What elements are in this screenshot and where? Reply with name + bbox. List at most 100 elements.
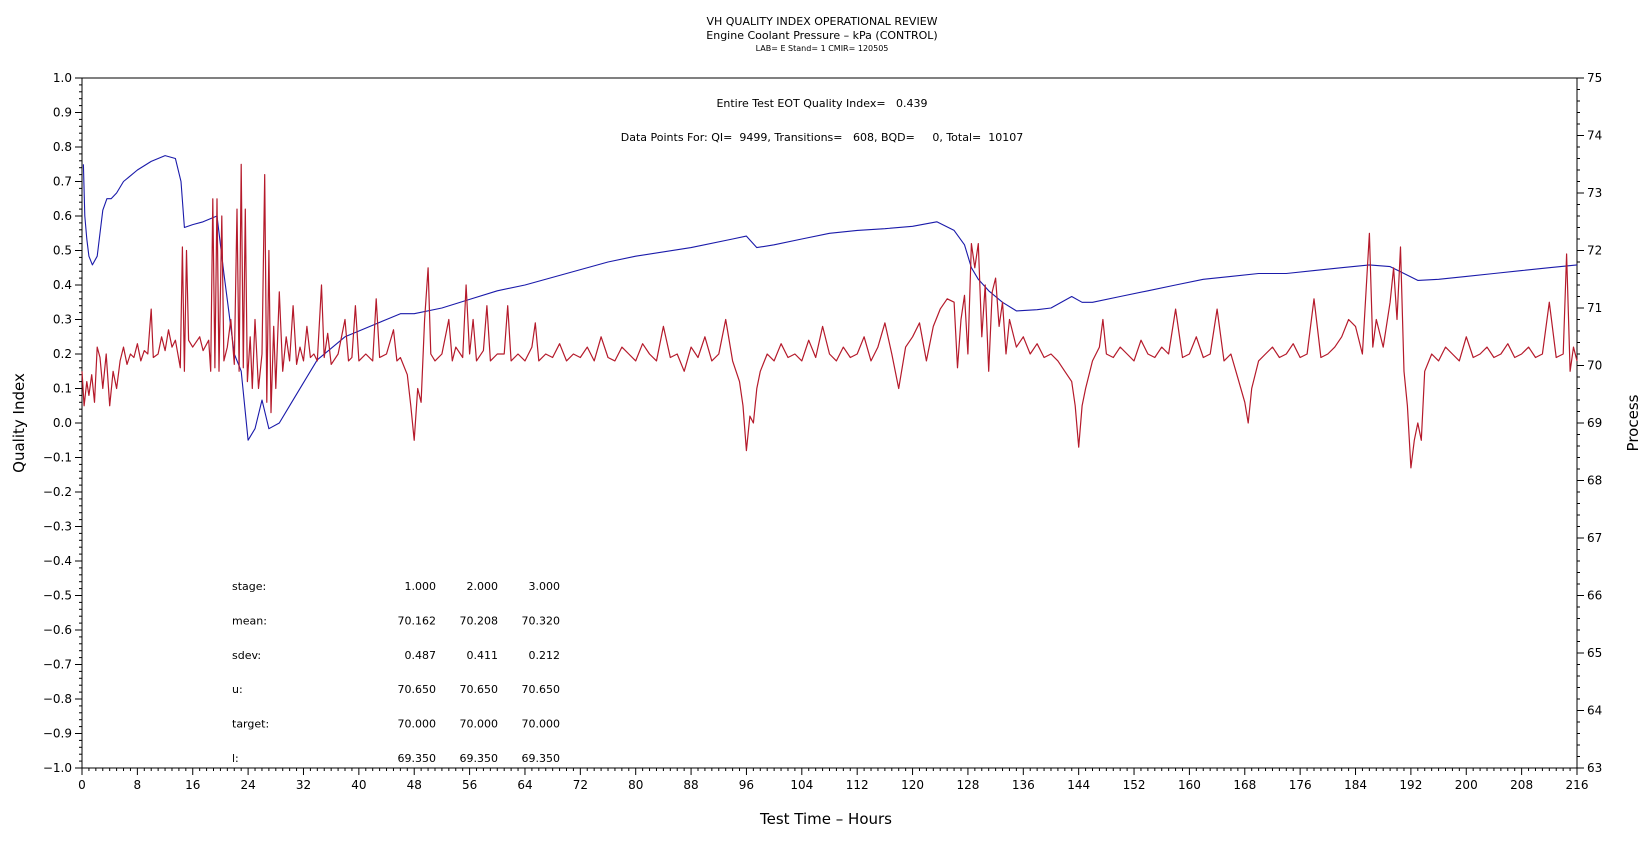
x-tick-label: 96: [739, 778, 754, 792]
y2-tick-label: 73: [1587, 186, 1602, 200]
y-tick-label: −0.5: [43, 589, 72, 603]
y2-tick-label: 65: [1587, 646, 1602, 660]
x-tick-label: 216: [1566, 778, 1589, 792]
y-axis-label: Quality Index: [10, 373, 28, 473]
y-axis-right: 63 64 65 66 67 68 69 70 71 72 73 74 75: [1577, 71, 1602, 775]
y-tick-label: −0.1: [43, 451, 72, 465]
x-tick-label: 208: [1510, 778, 1533, 792]
chart-title: VH QUALITY INDEX OPERATIONAL REVIEW: [706, 15, 937, 28]
y2-tick-label: 74: [1587, 129, 1602, 143]
x-tick-label: 80: [628, 778, 643, 792]
y-tick-label: −1.0: [43, 761, 72, 775]
stat-value: 70.320: [522, 614, 561, 627]
stat-value: 69.350: [398, 752, 437, 765]
x-tick-label: 184: [1344, 778, 1367, 792]
x-tick-label: 32: [296, 778, 311, 792]
y2-tick-label: 69: [1587, 416, 1602, 430]
x-tick-label: 48: [407, 778, 422, 792]
x-tick-label: 112: [846, 778, 869, 792]
stat-row-label: u:: [232, 683, 243, 696]
x-tick-label: 88: [683, 778, 698, 792]
y2-tick-label: 68: [1587, 474, 1602, 488]
x-tick-label: 160: [1178, 778, 1201, 792]
stat-value: 3.000: [529, 580, 561, 593]
y2-tick-label: 64: [1587, 704, 1602, 718]
y-tick-label: 0.0: [53, 416, 72, 430]
y-tick-label: 0.4: [53, 278, 72, 292]
y-axis-left: −1.0 −0.9 −0.8 −0.7 −0.6 −0.5 −0.4 −0.3 −0.2 −0.1…: [43, 71, 82, 775]
stat-value: 69.350: [460, 752, 499, 765]
y-tick-label: −0.9: [43, 727, 72, 741]
stats-table: stage: 1.000 2.000 3.000 mean: 70.162 70.208 70…: [232, 580, 560, 765]
stat-value: 0.411: [467, 649, 499, 662]
annotation-eot-quality-index: Entire Test EOT Quality Index= 0.439: [716, 97, 927, 110]
stat-value: 0.487: [405, 649, 437, 662]
x-axis-label: Test Time – Hours: [759, 810, 892, 828]
stat-row-label: sdev:: [232, 649, 261, 662]
stat-value: 70.650: [522, 683, 561, 696]
y2-axis-label: Process: [1624, 394, 1642, 451]
x-tick-label: 24: [240, 778, 255, 792]
y-tick-label: 0.6: [53, 209, 72, 223]
x-tick-label: 8: [134, 778, 142, 792]
x-tick-label: 40: [351, 778, 366, 792]
x-tick-label: 72: [573, 778, 588, 792]
y2-tick-label: 66: [1587, 589, 1602, 603]
y2-tick-label: 70: [1587, 359, 1602, 373]
y2-tick-label: 67: [1587, 531, 1602, 545]
process-line: [82, 155, 1578, 441]
stat-row-label: mean:: [232, 614, 267, 627]
y-tick-label: −0.3: [43, 520, 72, 534]
x-tick-label: 0: [78, 778, 86, 792]
y-tick-label: −0.6: [43, 623, 72, 637]
y-tick-label: −0.8: [43, 692, 72, 706]
x-axis: 0 8 16 24 32 40 48 56 64 72 80 88 96 104 112 120 128 136 1…: [78, 768, 1588, 792]
stat-value: 70.208: [460, 614, 499, 627]
stat-row-label: stage:: [232, 580, 266, 593]
y-tick-label: 0.9: [53, 106, 72, 120]
chart-subtitle-lab: LAB= E Stand= 1 CMIR= 120505: [756, 44, 889, 53]
x-tick-label: 16: [185, 778, 200, 792]
stat-value: 2.000: [467, 580, 499, 593]
y2-tick-label: 72: [1587, 244, 1602, 258]
y-tick-label: 0.2: [53, 347, 72, 361]
stat-value: 70.000: [522, 718, 561, 731]
stat-value: 70.000: [460, 718, 499, 731]
x-tick-label: 56: [462, 778, 477, 792]
x-tick-label: 120: [901, 778, 924, 792]
y-tick-label: −0.4: [43, 554, 72, 568]
x-tick-label: 168: [1233, 778, 1256, 792]
y-tick-label: 0.7: [53, 175, 72, 189]
stat-value: 0.212: [529, 649, 561, 662]
stat-value: 70.000: [398, 718, 437, 731]
x-tick-label: 144: [1067, 778, 1090, 792]
chart-subtitle: Engine Coolant Pressure – kPa (CONTROL): [706, 29, 937, 42]
x-tick-label: 192: [1399, 778, 1422, 792]
x-tick-label: 200: [1455, 778, 1478, 792]
stat-row-label: l:: [232, 752, 239, 765]
stat-value: 70.650: [398, 683, 437, 696]
y2-tick-label: 63: [1587, 761, 1602, 775]
stat-value: 70.162: [398, 614, 437, 627]
y-tick-label: 0.1: [53, 382, 72, 396]
x-tick-label: 128: [956, 778, 979, 792]
y2-tick-label: 71: [1587, 301, 1602, 315]
x-tick-label: 176: [1289, 778, 1312, 792]
y-tick-label: −0.7: [43, 658, 72, 672]
plot-frame: [81, 77, 1578, 769]
stat-row-label: target:: [232, 718, 269, 731]
y-tick-label: 0.5: [53, 244, 72, 258]
y-tick-label: 0.8: [53, 140, 72, 154]
stat-value: 1.000: [405, 580, 437, 593]
annotation-data-points: Data Points For: QI= 9499, Transitions= …: [621, 131, 1023, 144]
y-tick-label: −0.2: [43, 485, 72, 499]
x-tick-label: 152: [1123, 778, 1146, 792]
y2-tick-label: 75: [1587, 71, 1602, 85]
y-tick-label: 0.3: [53, 313, 72, 327]
stat-value: 70.650: [460, 683, 499, 696]
y-tick-label: 1.0: [53, 71, 72, 85]
x-tick-label: 104: [790, 778, 813, 792]
series-layer: [81, 155, 1578, 469]
stat-value: 69.350: [522, 752, 561, 765]
